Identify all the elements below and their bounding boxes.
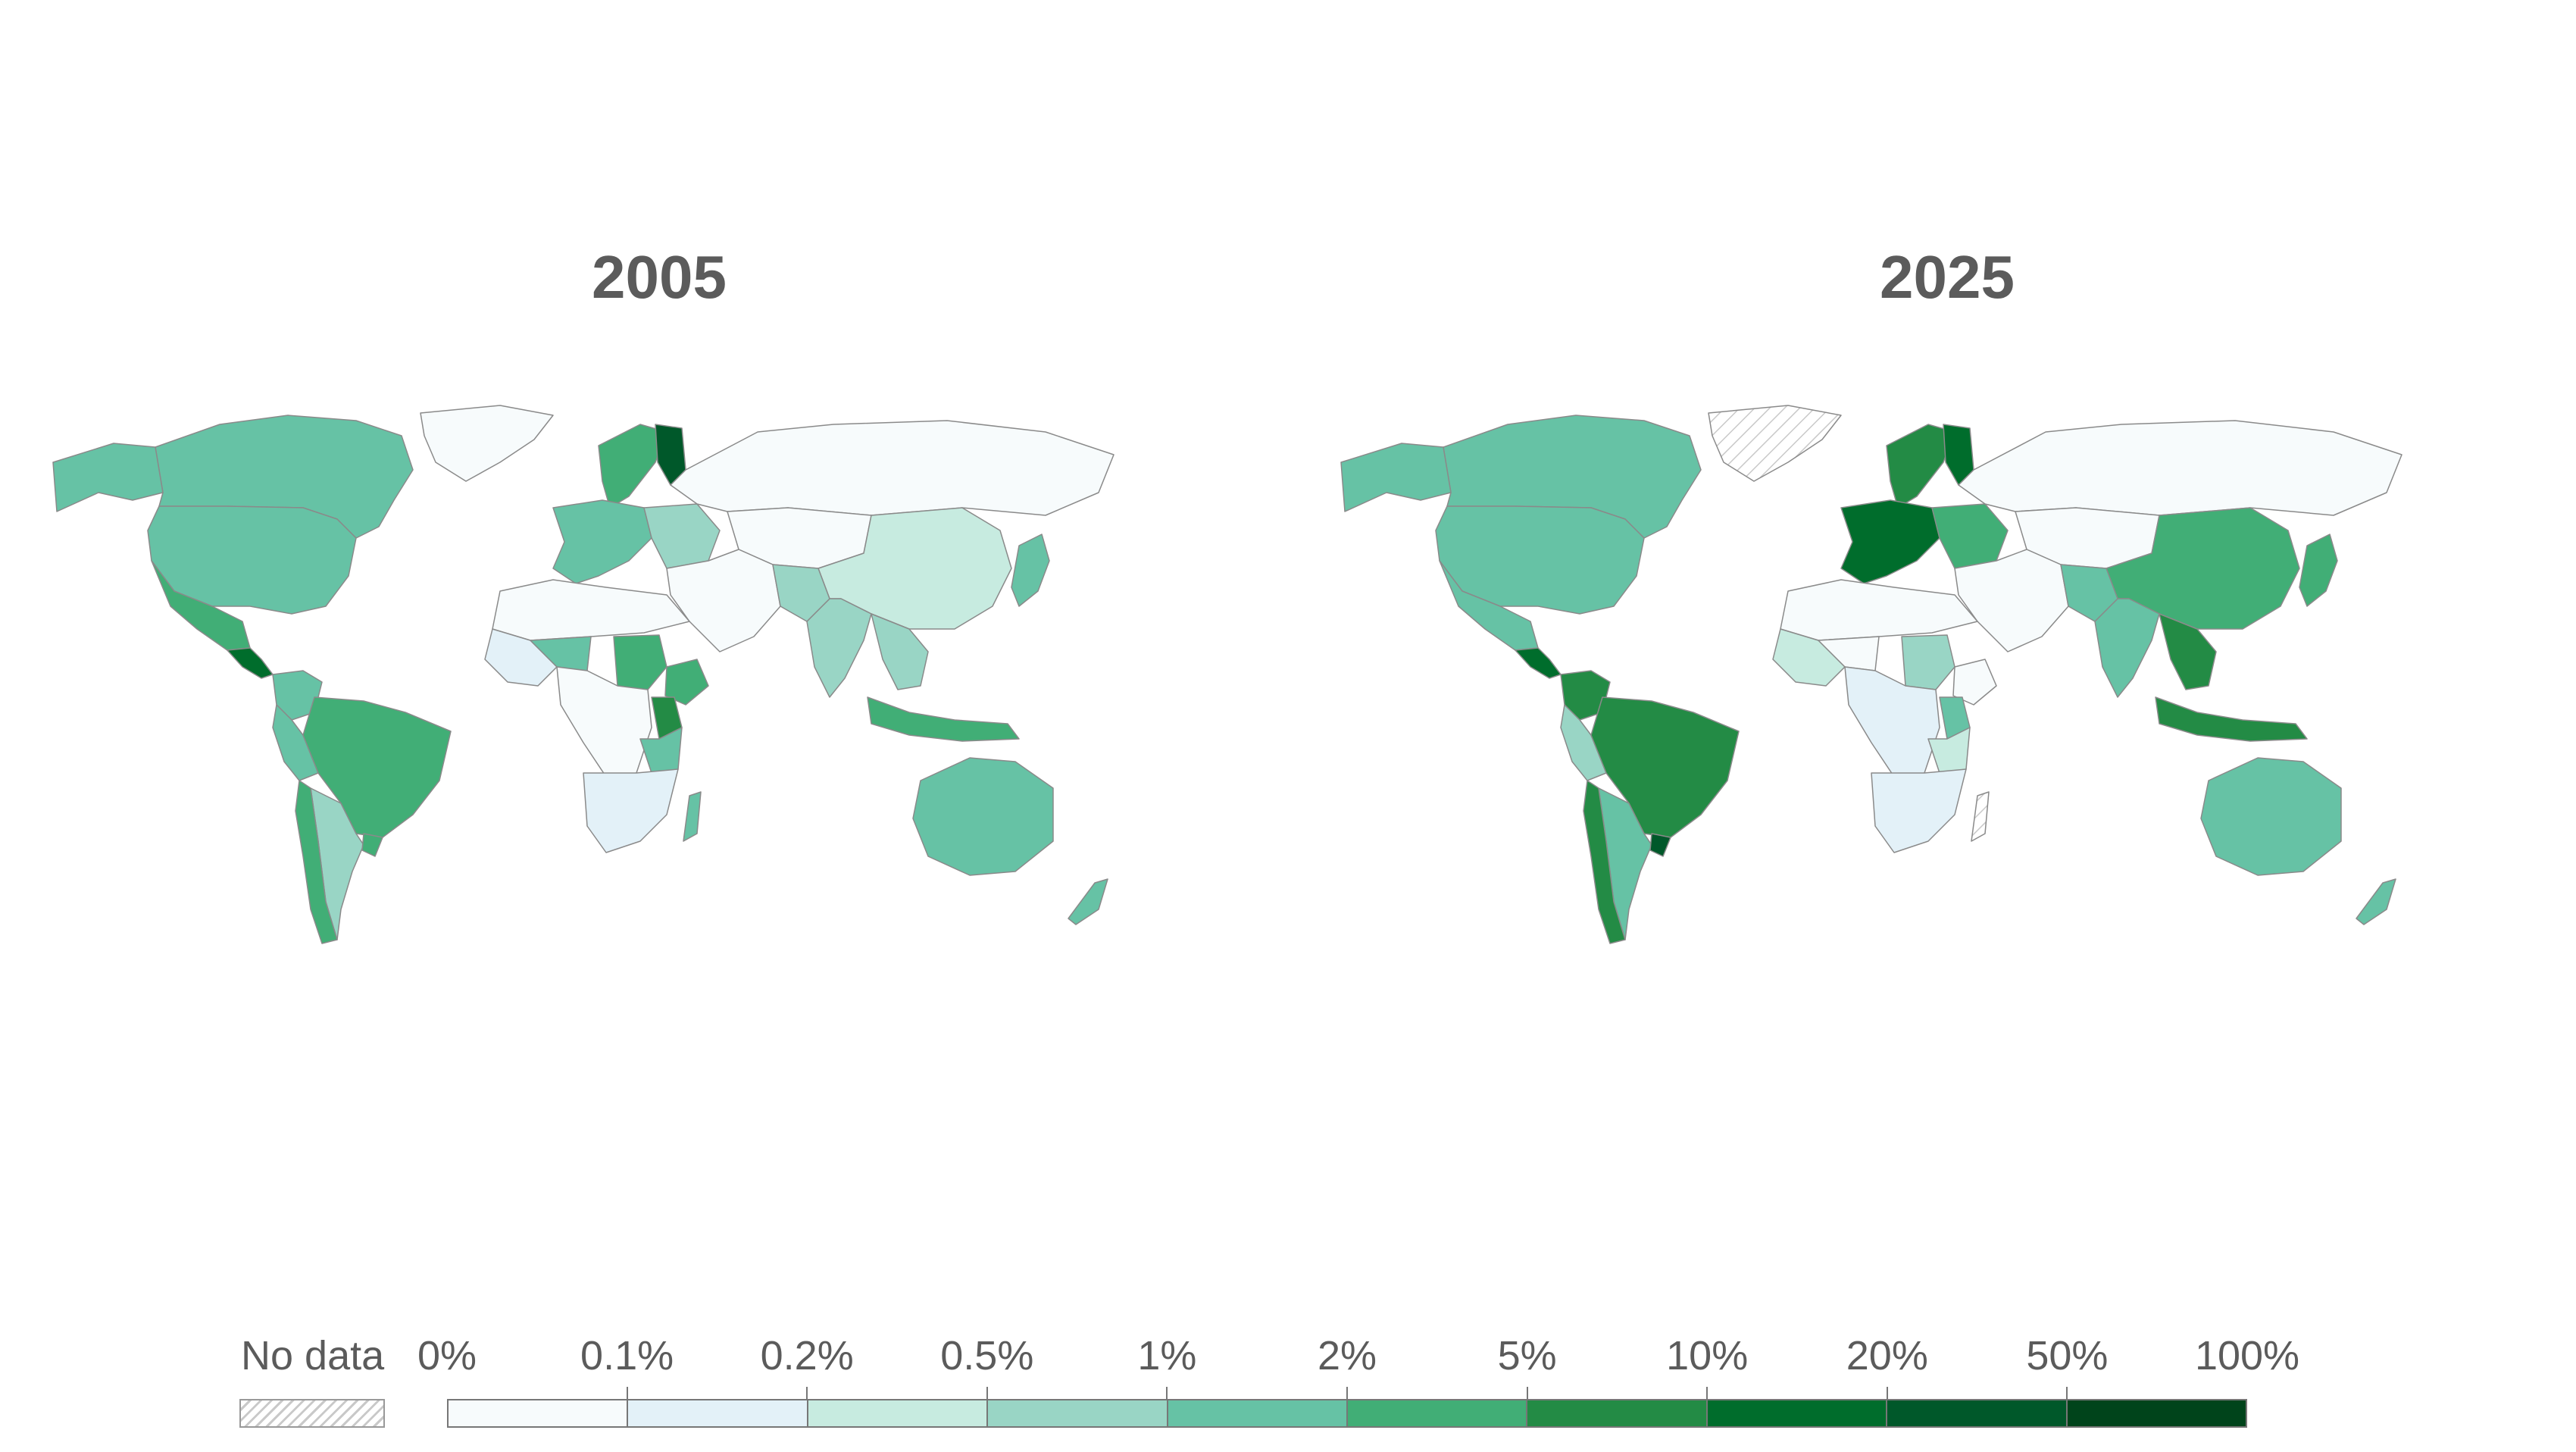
region-russia[interactable] — [1958, 420, 2402, 516]
region-indonesia[interactable] — [867, 696, 1020, 742]
legend-tick-label: 1% — [1137, 1333, 1197, 1378]
world-map-2005 — [52, 405, 1114, 944]
region-ethiopia[interactable] — [664, 659, 709, 706]
region-ethiopia[interactable] — [1952, 659, 1997, 706]
legend-bin-7 — [1707, 1400, 1888, 1426]
region-scandinavia[interactable] — [1886, 424, 1955, 509]
legend-bin-5 — [1348, 1400, 1528, 1426]
legend-tick-label: 0% — [417, 1333, 477, 1378]
region-southeast-asia[interactable] — [871, 613, 929, 690]
legend-bin-9 — [2067, 1400, 2246, 1426]
region-brazil[interactable] — [1590, 696, 1740, 838]
legend-bin-8 — [1887, 1400, 2068, 1426]
legend-tick-label: 100% — [2194, 1333, 2300, 1378]
region-australia[interactable] — [2200, 757, 2342, 876]
legend-bin-1 — [628, 1400, 808, 1426]
legend-tick-label: 0.1% — [580, 1333, 674, 1378]
region-southern-africa[interactable] — [1871, 768, 1967, 853]
region-north-africa[interactable] — [492, 579, 690, 641]
region-tanzania[interactable] — [1927, 727, 1971, 774]
region-western-europe[interactable] — [1840, 499, 1940, 584]
region-eastern-europe[interactable] — [1931, 503, 2009, 569]
legend-tick-mark — [806, 1387, 808, 1399]
region-middle-east[interactable] — [1954, 549, 2069, 652]
region-india[interactable] — [2094, 598, 2160, 698]
world-map-2025 — [1340, 405, 2402, 944]
region-india[interactable] — [806, 598, 872, 698]
region-indonesia[interactable] — [2155, 696, 2308, 742]
region-scandinavia[interactable] — [598, 424, 667, 509]
region-greenland[interactable] — [420, 405, 554, 482]
legend-tick-label: 0.2% — [760, 1333, 854, 1378]
region-peru[interactable] — [272, 704, 319, 781]
region-uruguay[interactable] — [361, 833, 383, 857]
region-central-america[interactable] — [227, 647, 274, 679]
region-southeast-asia[interactable] — [2159, 613, 2217, 690]
legend-bin-0 — [449, 1400, 629, 1426]
region-sudan[interactable] — [1901, 634, 1955, 690]
region-chile[interactable] — [1583, 780, 1626, 944]
region-russia[interactable] — [670, 420, 1114, 516]
legend-bin-3 — [988, 1400, 1168, 1426]
legend-bin-4 — [1168, 1400, 1349, 1426]
legend-bin-6 — [1527, 1400, 1708, 1426]
legend-no-data-swatch — [239, 1399, 385, 1428]
region-pakistan[interactable] — [2060, 564, 2118, 622]
region-southern-africa[interactable] — [583, 768, 679, 853]
region-new-zealand[interactable] — [1068, 878, 1108, 925]
legend-tick-mark — [2066, 1387, 2068, 1399]
map-title-2005: 2005 — [592, 243, 727, 311]
region-greenland[interactable] — [1708, 405, 1842, 482]
legend-tick-label: 10% — [1666, 1333, 1749, 1378]
legend-no-data-label: No data — [241, 1333, 385, 1378]
region-peru[interactable] — [1560, 704, 1607, 781]
region-middle-east[interactable] — [666, 549, 781, 652]
legend-tick-label: 20% — [1846, 1333, 1928, 1378]
region-madagascar[interactable] — [1971, 791, 1990, 842]
legend-tick-mark — [1706, 1387, 1708, 1399]
region-madagascar[interactable] — [683, 791, 702, 842]
region-alaska[interactable] — [1340, 443, 1452, 512]
legend-tick-mark — [1166, 1387, 1168, 1399]
legend-tick-mark — [1886, 1387, 1888, 1399]
region-north-africa[interactable] — [1780, 579, 1978, 641]
legend-tick-mark — [1346, 1387, 1348, 1399]
map-title-2025: 2025 — [1880, 243, 2015, 311]
region-sudan[interactable] — [613, 634, 667, 690]
legend-tick-mark — [626, 1387, 628, 1399]
legend-color-scale — [447, 1399, 2247, 1428]
region-australia[interactable] — [912, 757, 1054, 876]
region-japan[interactable] — [2299, 534, 2338, 607]
region-tanzania[interactable] — [639, 727, 683, 774]
region-new-zealand[interactable] — [2356, 878, 2396, 925]
region-pakistan[interactable] — [772, 564, 830, 622]
legend-tick-label: 0.5% — [940, 1333, 1034, 1378]
legend-tick-mark — [1526, 1387, 1528, 1399]
region-western-europe[interactable] — [552, 499, 652, 584]
legend-tick-mark — [986, 1387, 988, 1399]
region-alaska[interactable] — [52, 443, 164, 512]
region-uruguay[interactable] — [1649, 833, 1671, 857]
region-brazil[interactable] — [302, 696, 452, 838]
region-japan[interactable] — [1011, 534, 1050, 607]
region-chile[interactable] — [295, 780, 338, 944]
legend-tick-label: 5% — [1497, 1333, 1557, 1378]
region-central-america[interactable] — [1515, 647, 1562, 679]
legend-tick-label: 50% — [2026, 1333, 2109, 1378]
legend-tick-label: 2% — [1317, 1333, 1377, 1378]
region-eastern-europe[interactable] — [643, 503, 721, 569]
legend-bin-2 — [808, 1400, 989, 1426]
